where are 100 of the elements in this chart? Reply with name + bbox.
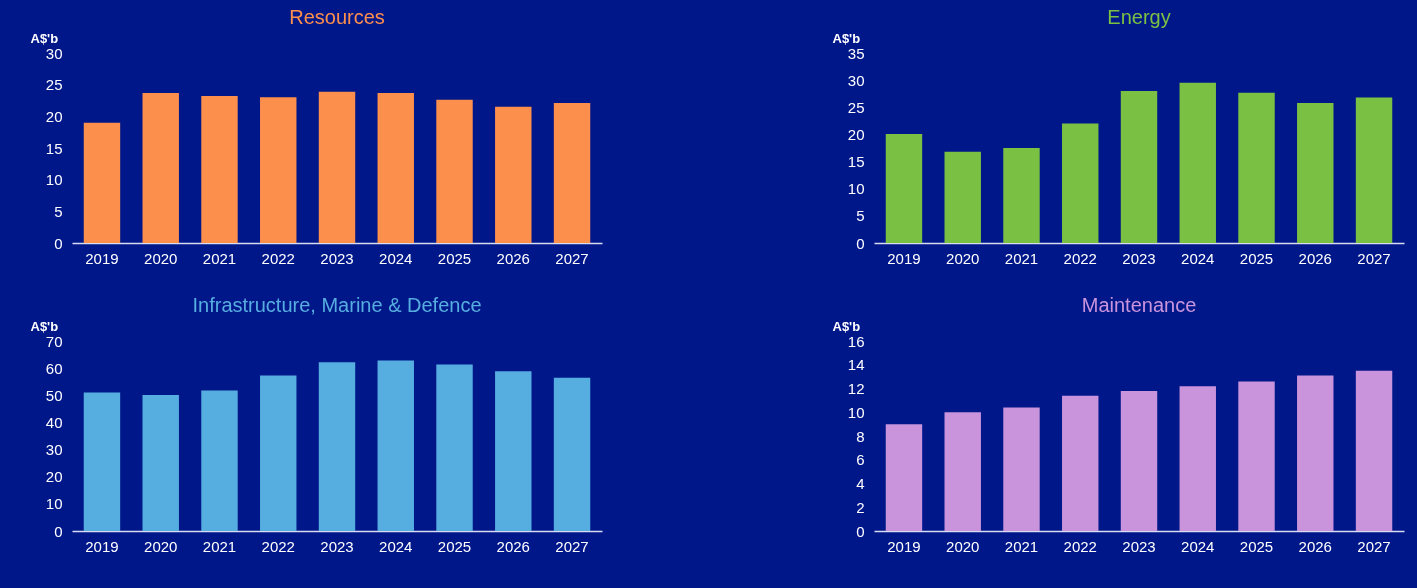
- bar: [495, 371, 532, 531]
- y-tick-label: 16: [847, 332, 865, 350]
- bar: [1238, 92, 1275, 243]
- y-tick-label: 60: [45, 359, 63, 377]
- bar: [553, 103, 591, 243]
- bar: [377, 360, 414, 531]
- bar: [495, 106, 532, 243]
- bar: [142, 395, 179, 531]
- bar: [885, 424, 923, 531]
- x-tick-label: 2022: [1063, 537, 1097, 555]
- x-tick-label: 2022: [261, 537, 295, 555]
- bar: [142, 92, 179, 243]
- x-tick-label: 2025: [1239, 249, 1274, 267]
- x-tick-label: 2023: [320, 249, 354, 267]
- x-tick-label: 2023: [320, 537, 354, 555]
- y-tick-label: 0: [856, 234, 865, 252]
- bar: [1297, 375, 1334, 531]
- x-tick-label: 2026: [496, 249, 530, 267]
- bar: [201, 390, 238, 531]
- chart-title: Maintenance: [1081, 294, 1197, 316]
- y-tick-label: 14: [847, 356, 865, 374]
- x-tick-label: 2027: [1357, 537, 1391, 555]
- y-tick-label: 20: [847, 125, 865, 143]
- bar: [436, 364, 473, 531]
- bar: [83, 392, 121, 531]
- y-tick-label: 40: [45, 413, 63, 431]
- y-tick-label: 10: [45, 495, 63, 513]
- bar: [1062, 395, 1099, 531]
- bar: [944, 412, 981, 531]
- y-axis-title: A$'b: [30, 30, 59, 46]
- x-tick-label: 2023: [1122, 249, 1156, 267]
- y-tick-label: 30: [847, 71, 865, 89]
- bar: [260, 97, 297, 243]
- y-tick-label: 15: [45, 139, 63, 157]
- bar: [1179, 386, 1216, 531]
- y-tick-label: 5: [54, 202, 63, 220]
- y-tick-label: 10: [847, 403, 865, 421]
- y-tick-label: 5: [856, 207, 865, 225]
- bar: [1120, 390, 1158, 531]
- x-tick-label: 2019: [887, 249, 921, 267]
- x-tick-label: 2026: [496, 537, 530, 555]
- x-tick-label: 2020: [946, 537, 980, 555]
- y-tick-label: 4: [856, 475, 865, 492]
- y-tick-label: 10: [847, 180, 865, 198]
- x-tick-label: 2027: [555, 537, 589, 555]
- x-tick-label: 2025: [437, 537, 472, 555]
- bar: [1062, 123, 1099, 243]
- x-tick-label: 2022: [1063, 249, 1097, 267]
- y-tick-label: 12: [847, 380, 865, 397]
- x-tick-label: 2021: [1004, 537, 1039, 555]
- y-tick-label: 25: [45, 76, 63, 94]
- x-tick-label: 2026: [1298, 537, 1332, 555]
- bar: [436, 99, 473, 243]
- y-tick-label: 30: [45, 441, 63, 459]
- y-tick-label: 20: [45, 107, 63, 125]
- bar: [1003, 407, 1040, 531]
- x-tick-label: 2024: [379, 249, 413, 267]
- bar: [260, 375, 297, 531]
- x-tick-label: 2019: [887, 537, 921, 555]
- bar: [1179, 82, 1216, 243]
- y-tick-label: 70: [45, 332, 63, 350]
- bar: [1355, 97, 1393, 243]
- chart-title: Infrastructure, Marine & Defence: [192, 294, 482, 316]
- x-tick-label: 2020: [144, 537, 178, 555]
- x-tick-label: 2024: [1181, 249, 1215, 267]
- x-tick-label: 2021: [202, 537, 237, 555]
- y-tick-label: 15: [847, 153, 865, 171]
- bar: [318, 91, 356, 243]
- bar: [201, 96, 238, 243]
- x-tick-label: 2019: [85, 249, 119, 267]
- y-tick-label: 10: [45, 171, 63, 189]
- bar: [83, 122, 121, 243]
- bar: [377, 92, 414, 243]
- y-tick-label: 0: [856, 522, 865, 540]
- bar: [1297, 102, 1334, 243]
- bar: [1120, 91, 1158, 243]
- x-tick-label: 2022: [261, 249, 295, 267]
- x-tick-label: 2024: [1181, 537, 1215, 555]
- x-tick-label: 2023: [1122, 537, 1156, 555]
- y-tick-label: 30: [45, 44, 63, 62]
- chart-title: Energy: [1107, 6, 1171, 28]
- bar: [944, 151, 981, 243]
- y-tick-label: 2: [856, 498, 865, 516]
- y-axis-title: A$'b: [832, 318, 861, 334]
- bar: [1355, 370, 1393, 531]
- x-tick-label: 2020: [946, 249, 980, 267]
- x-tick-label: 2021: [1004, 249, 1039, 267]
- bar: [1003, 148, 1040, 243]
- y-axis-title: A$'b: [832, 30, 861, 46]
- x-tick-label: 2021: [202, 249, 237, 267]
- x-tick-label: 2027: [1357, 249, 1391, 267]
- bar: [318, 362, 356, 531]
- bar: [1238, 381, 1275, 531]
- x-tick-label: 2020: [144, 249, 178, 267]
- y-tick-label: 6: [856, 451, 865, 469]
- y-tick-label: 25: [847, 98, 865, 116]
- y-tick-label: 0: [54, 522, 63, 540]
- x-tick-label: 2019: [85, 537, 119, 555]
- x-tick-label: 2024: [379, 537, 413, 555]
- y-axis-title: A$'b: [30, 318, 59, 334]
